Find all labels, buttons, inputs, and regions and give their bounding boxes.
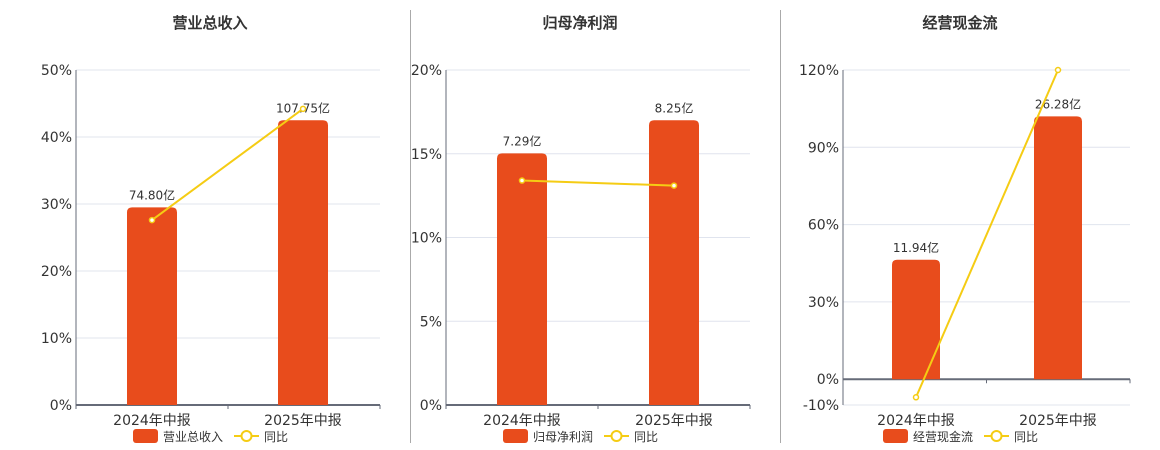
y-tick-label: 30% <box>41 197 72 213</box>
x-category-label: 2025年中报 <box>635 413 713 429</box>
bar <box>1034 116 1082 380</box>
y-tick-label: 50% <box>41 63 72 79</box>
y-tick-label: -10% <box>803 398 839 414</box>
bar-data-label: 11.94亿 <box>893 240 939 255</box>
x-category-label: 2024年中报 <box>877 413 955 429</box>
bar <box>649 120 699 405</box>
y-tick-label: 20% <box>41 264 72 280</box>
chart-panel-1: 营业总收入0%10%20%30%40%50%74.80亿2024年中报107.7… <box>41 14 381 444</box>
legend-bar-swatch <box>503 429 528 443</box>
chart-panel-2: 归母净利润 0% 5% 10% 15% 20% 7.29亿 2024年中报 8.25亿 2025年… <box>411 14 751 444</box>
bar <box>497 153 547 405</box>
legend-bar-swatch <box>883 429 908 443</box>
chart-panel-3: 经营现金流 -10% 0% 30% 60% 90% 120% 11.94亿 2024年中报 26.… <box>799 14 1131 444</box>
x-category-label: 2024年中报 <box>483 413 561 429</box>
yoy-point <box>1054 66 1062 74</box>
y-tick-label: 90% <box>808 140 839 156</box>
bar-data-label: 7.29亿 <box>503 133 542 148</box>
legend-line-label: 同比 <box>634 430 658 444</box>
y-tick-label: 0% <box>50 398 72 414</box>
panel-divider <box>410 10 411 443</box>
yoy-point <box>670 182 678 189</box>
y-tick-label: 0% <box>420 398 442 414</box>
bar-data-label: 74.80亿 <box>129 187 175 202</box>
yoy-line <box>915 69 1059 398</box>
legend-line-marker <box>610 430 623 442</box>
chart-title: 经营现金流 <box>922 14 997 32</box>
x-category-label: 2024年中报 <box>113 413 191 429</box>
x-category-label: 2025年中报 <box>264 413 342 429</box>
legend-line-label: 同比 <box>1014 430 1038 444</box>
x-category-label: 2025年中报 <box>1019 413 1097 429</box>
legend-line-label: 同比 <box>264 430 288 444</box>
y-tick-label: 20% <box>411 63 442 79</box>
panel-divider <box>780 10 781 443</box>
y-tick-label: 30% <box>808 295 839 311</box>
y-tick-label: 10% <box>411 231 442 247</box>
bar <box>127 207 177 405</box>
bar-data-label: 26.28亿 <box>1035 96 1081 111</box>
y-tick-label: 0% <box>817 372 839 388</box>
yoy-point <box>299 105 307 113</box>
y-tick-label: 40% <box>41 130 72 146</box>
legend-bar-swatch <box>133 429 158 443</box>
bar <box>892 259 940 380</box>
y-tick-label: 10% <box>41 331 72 347</box>
legend-bar-label: 营业总收入 <box>163 430 223 444</box>
legend-line-marker <box>240 430 253 442</box>
chart-title: 归母净利润 <box>542 14 617 32</box>
yoy-point <box>148 216 156 224</box>
yoy-point <box>518 177 526 184</box>
legend-line-marker <box>990 430 1003 442</box>
chart-title: 营业总收入 <box>172 14 247 32</box>
yoy-point <box>912 394 920 401</box>
y-tick-label: 60% <box>808 218 839 234</box>
yoy-line <box>521 179 675 187</box>
y-tick-label: 15% <box>411 147 442 163</box>
y-tick-label: 120% <box>799 63 839 79</box>
yoy-line <box>151 108 304 221</box>
legend-bar-label: 归母净利润 <box>533 430 593 444</box>
legend-bar-label: 经营现金流 <box>913 429 973 444</box>
bar-data-label: 8.25亿 <box>655 100 694 115</box>
y-tick-label: 5% <box>420 314 442 330</box>
bar <box>278 120 328 405</box>
